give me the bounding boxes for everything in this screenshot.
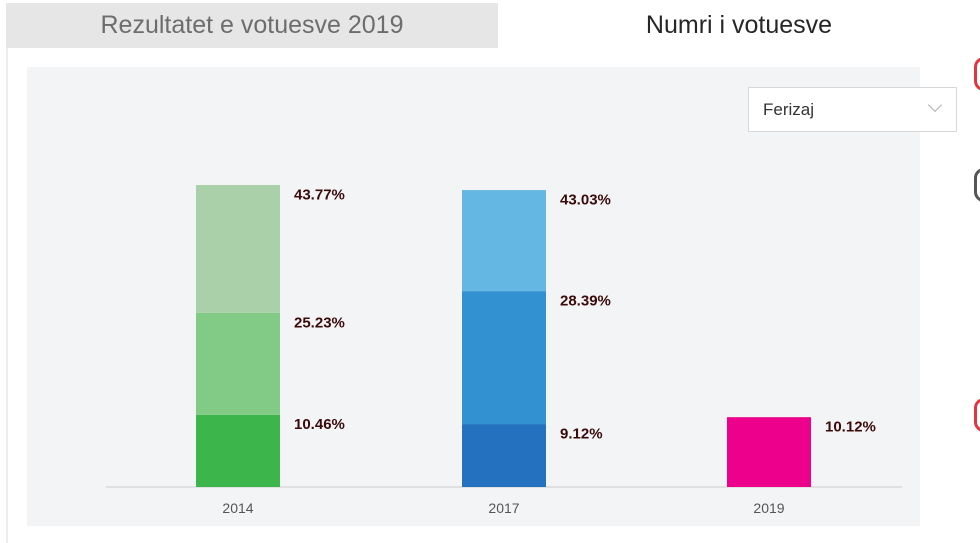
data-label-2017-0: 9.12%	[560, 425, 603, 442]
content-border	[6, 48, 8, 543]
bar-segment-2014-2	[196, 184, 280, 313]
data-label-2017-1: 28.39%	[560, 293, 611, 310]
bar-segment-2017-2	[462, 190, 546, 292]
data-labels-group: 10.46% 25.23% 43.77% 9.12% 28.39% 43.03% 10.12…	[294, 186, 876, 442]
data-label-2017-2: 43.03%	[560, 191, 611, 208]
tab-voter-results-2019[interactable]: Rezultatet e votuesve 2019	[6, 3, 498, 48]
bar-segment-2014-0	[196, 414, 280, 487]
x-tick-label-2019: 2019	[753, 500, 784, 516]
data-label-2014-2: 43.77%	[294, 186, 345, 203]
tab-bar: Rezultatet e votuesve 2019 Numri i votue…	[0, 0, 980, 48]
side-action-button-top[interactable]	[974, 57, 980, 91]
x-tick-labels-group: 2014 2017 2019	[222, 500, 784, 516]
bars-group	[196, 184, 811, 487]
side-action-button-bottom[interactable]	[974, 398, 980, 432]
chevron-down-icon	[927, 97, 943, 113]
bar-segment-2019-0	[727, 417, 811, 487]
municipality-select[interactable]: Ferizaj	[748, 87, 957, 132]
bar-segment-2017-0	[462, 424, 546, 487]
data-label-2014-1: 25.23%	[294, 314, 345, 331]
tab-voter-count[interactable]: Numri i votuesve	[498, 3, 980, 48]
side-action-button-middle[interactable]	[974, 168, 980, 202]
municipality-select-value: Ferizaj	[763, 100, 815, 119]
x-tick-label-2017: 2017	[488, 500, 519, 516]
bar-segment-2017-1	[462, 291, 546, 425]
data-label-2014-0: 10.46%	[294, 416, 345, 433]
x-tick-label-2014: 2014	[222, 500, 253, 516]
data-label-2019-0: 10.12%	[825, 419, 876, 436]
bar-segment-2014-1	[196, 312, 280, 415]
